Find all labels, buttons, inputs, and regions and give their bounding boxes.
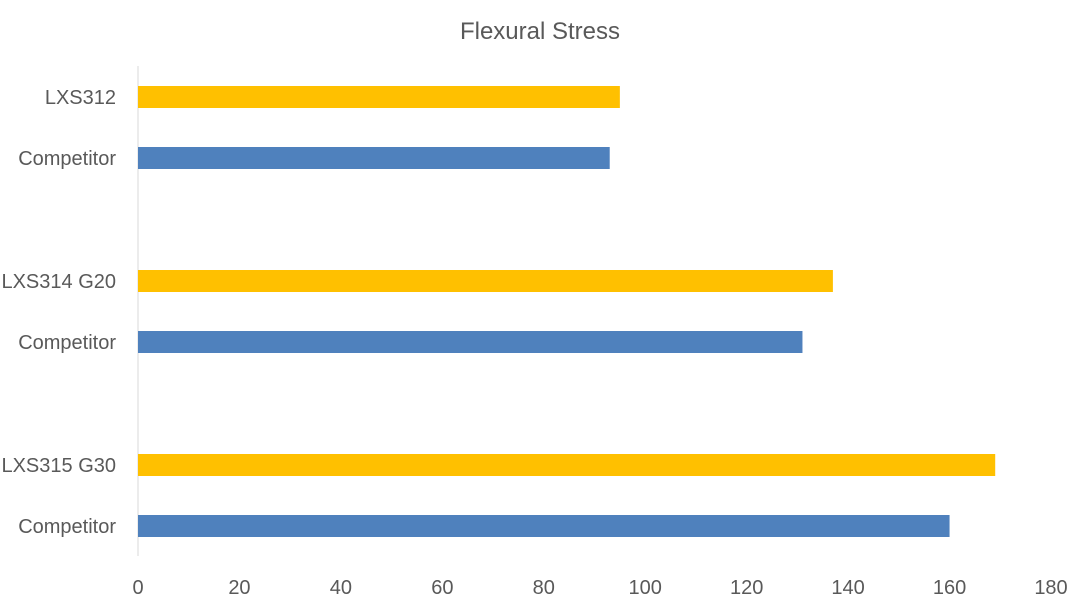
x-tick-label-2: 40 <box>330 577 352 599</box>
bar-0 <box>138 86 620 108</box>
x-tick-label-9: 180 <box>1034 577 1067 599</box>
category-label-3: Competitor <box>18 332 116 354</box>
x-tick-label-5: 100 <box>629 577 662 599</box>
category-label-0: LXS312 <box>45 87 116 109</box>
x-tick-labels-group: 0 20 40 60 80 100 120 140 160 180 <box>132 577 1067 599</box>
category-label-2: LXS314 G20 <box>1 271 116 293</box>
bar-5 <box>138 515 950 537</box>
x-tick-label-0: 0 <box>132 577 143 599</box>
bar-2 <box>138 270 833 292</box>
x-tick-label-8: 160 <box>933 577 966 599</box>
x-tick-label-7: 140 <box>831 577 864 599</box>
x-tick-label-1: 20 <box>228 577 250 599</box>
x-tick-label-3: 60 <box>431 577 453 599</box>
bar-1 <box>138 147 610 169</box>
bars-group <box>138 86 995 537</box>
bar-4 <box>138 454 995 476</box>
x-tick-label-4: 80 <box>533 577 555 599</box>
category-label-1: Competitor <box>18 148 116 170</box>
chart-title: Flexural Stress <box>460 18 620 45</box>
category-label-4: LXS315 G30 <box>1 455 116 477</box>
bar-3 <box>138 331 802 353</box>
x-tick-label-6: 120 <box>730 577 763 599</box>
category-label-5: Competitor <box>18 516 116 538</box>
category-labels-group: LXS312 Competitor LXS314 G20 Competitor LXS3… <box>1 87 116 538</box>
